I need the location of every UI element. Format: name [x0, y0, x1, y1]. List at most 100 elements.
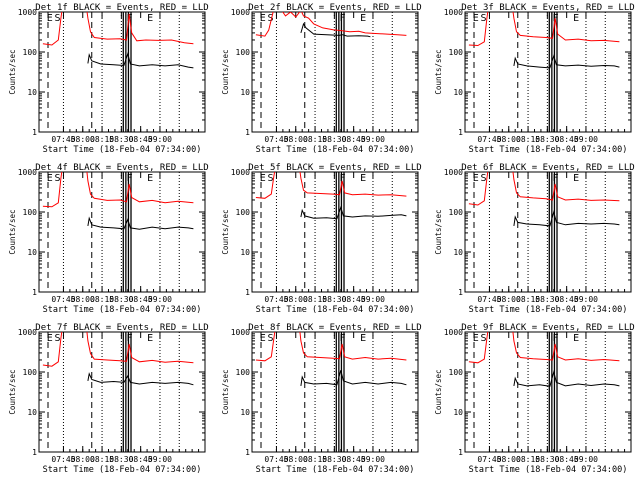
- y-tick-label: 1000: [18, 328, 37, 337]
- flag-label: E: [473, 13, 479, 24]
- flag-label: S: [54, 333, 60, 344]
- detector-panel-3: E S F E110100100007:4508:0008:1508:3008:450…: [434, 3, 635, 155]
- flag-label: E: [47, 333, 53, 344]
- y-tick-label: 1: [32, 128, 37, 137]
- y-tick-label: 10: [240, 248, 250, 257]
- y-tick-label: 1: [245, 128, 250, 137]
- x-tick-label: 08:15: [516, 135, 540, 144]
- y-axis-label: Counts/sec: [8, 209, 17, 254]
- x-axis-label: Start Time (18-Feb-04 07:34:00): [469, 305, 628, 315]
- plot-frame: [464, 171, 632, 293]
- x-axis-label: Start Time (18-Feb-04 07:34:00): [256, 145, 415, 155]
- plot-frame: [464, 331, 632, 453]
- x-axis-label: Start Time (18-Feb-04 07:34:00): [43, 145, 202, 155]
- x-tick-label: 08:30: [535, 135, 559, 144]
- detector-panel-7: E S F E110100100007:4508:0008:1508:3008:450…: [8, 323, 209, 475]
- series-line-lld: [468, 12, 620, 47]
- x-tick-label: 08:45: [342, 455, 366, 464]
- panel-title: Det 6f BLACK = Events, RED = LLD: [461, 163, 634, 173]
- x-tick-label: 08:45: [555, 455, 579, 464]
- y-axis-label: Counts/sec: [434, 209, 443, 254]
- series-line-events: [300, 370, 407, 386]
- flag-label: S: [267, 333, 273, 344]
- flag-label: E: [147, 13, 153, 24]
- y-tick-label: 1000: [444, 328, 463, 337]
- x-tick-label: 08:45: [342, 135, 366, 144]
- y-tick-label: 1: [458, 288, 463, 297]
- series-line-events: [513, 54, 620, 69]
- series-line-events: [87, 372, 194, 386]
- flag-label: S: [480, 333, 486, 344]
- x-tick-label: 09:00: [574, 135, 598, 144]
- x-tick-label: 07:45: [51, 295, 75, 304]
- plot-frame: [251, 171, 419, 293]
- x-tick-label: 08:45: [342, 295, 366, 304]
- flag-label: E: [47, 13, 53, 24]
- x-tick-label: 08:00: [71, 455, 95, 464]
- x-tick-label: 08:00: [284, 295, 308, 304]
- y-tick-label: 10: [240, 408, 250, 417]
- x-tick-label: 09:00: [361, 295, 385, 304]
- y-tick-label: 10: [453, 248, 463, 257]
- flag-label: F: [127, 173, 133, 184]
- flag-label: F: [553, 173, 559, 184]
- series-line-lld: [468, 332, 620, 364]
- y-axis-label: Counts/sec: [8, 369, 17, 414]
- x-tick-label: 08:30: [535, 455, 559, 464]
- flag-label: S: [54, 173, 60, 184]
- detector-panel-1: E S F E110100100007:4508:0008:1508:3008:450…: [8, 3, 209, 155]
- flag-label: E: [260, 13, 266, 24]
- x-tick-label: 09:00: [574, 295, 598, 304]
- x-tick-label: 09:00: [148, 295, 172, 304]
- plot-frame: [464, 11, 632, 133]
- flag-label: F: [553, 333, 559, 344]
- series-line-lld: [42, 172, 194, 208]
- x-tick-label: 07:45: [51, 455, 75, 464]
- x-tick-label: 08:00: [497, 295, 521, 304]
- x-tick-label: 08:45: [129, 455, 153, 464]
- x-axis-label: Start Time (18-Feb-04 07:34:00): [256, 305, 415, 315]
- plot-frame: [38, 331, 206, 453]
- y-tick-label: 100: [236, 48, 251, 57]
- x-tick-label: 08:45: [555, 135, 579, 144]
- y-tick-label: 100: [449, 208, 464, 217]
- x-tick-label: 08:00: [71, 135, 95, 144]
- panel-title: Det 2f BLACK = Events, RED = LLD: [248, 3, 421, 13]
- y-tick-label: 10: [27, 88, 37, 97]
- series-line-lld: [255, 172, 407, 199]
- series-line-lld: [42, 12, 194, 46]
- series-line-lld: [255, 12, 407, 37]
- panel-title: Det 5f BLACK = Events, RED = LLD: [248, 163, 421, 173]
- x-tick-label: 09:00: [361, 455, 385, 464]
- plot-frame: [38, 11, 206, 133]
- flag-label: E: [573, 333, 579, 344]
- plot-frame: [251, 11, 419, 133]
- flag-label: E: [360, 333, 366, 344]
- series-line-events: [87, 52, 194, 69]
- y-tick-label: 10: [453, 88, 463, 97]
- x-tick-label: 08:15: [303, 135, 327, 144]
- series-line-events: [300, 22, 371, 38]
- x-tick-label: 09:00: [361, 135, 385, 144]
- plot-frame: [251, 331, 419, 453]
- x-tick-label: 08:15: [303, 295, 327, 304]
- x-axis-label: Start Time (18-Feb-04 07:34:00): [469, 145, 628, 155]
- flag-label: E: [573, 173, 579, 184]
- x-tick-label: 08:30: [322, 455, 346, 464]
- detector-panel-5: E S F E110100100007:4508:0008:1508:3008:450…: [221, 163, 422, 315]
- y-tick-label: 1: [32, 288, 37, 297]
- plot-frame: [38, 171, 206, 293]
- x-axis-label: Start Time (18-Feb-04 07:34:00): [43, 465, 202, 475]
- flag-label: E: [573, 13, 579, 24]
- x-tick-label: 08:00: [71, 295, 95, 304]
- x-tick-label: 08:15: [303, 455, 327, 464]
- x-tick-label: 08:15: [90, 455, 114, 464]
- y-tick-label: 10: [453, 408, 463, 417]
- flag-label: E: [360, 13, 366, 24]
- flag-label: S: [267, 173, 273, 184]
- y-tick-label: 1000: [231, 168, 250, 177]
- series-line-events: [87, 216, 194, 230]
- y-axis-label: Counts/sec: [434, 369, 443, 414]
- y-axis-label: Counts/sec: [221, 209, 230, 254]
- y-axis-label: Counts/sec: [221, 49, 230, 94]
